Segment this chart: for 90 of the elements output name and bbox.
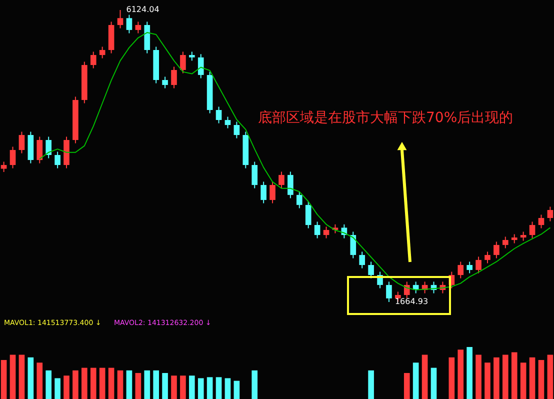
candlestick	[288, 171, 294, 199]
bar	[538, 360, 544, 399]
annotation: 底部区域是在股市大幅下跌70%后出现的	[258, 110, 514, 126]
bar	[458, 350, 464, 399]
bar	[368, 370, 374, 399]
candlestick	[90, 51, 96, 69]
annotation: 6124.04	[126, 5, 160, 14]
candlestick	[314, 221, 320, 239]
candlestick	[547, 206, 554, 222]
candlestick	[198, 54, 204, 79]
candlestick	[10, 146, 16, 169]
candlestick	[180, 51, 186, 74]
candlestick	[224, 116, 231, 129]
bar	[46, 370, 52, 399]
bar	[476, 354, 482, 399]
bar	[171, 376, 177, 399]
candlestick	[46, 136, 52, 159]
bar	[448, 357, 455, 399]
bar	[90, 368, 96, 399]
bar	[108, 368, 114, 399]
candlestick	[305, 201, 312, 229]
candlestick	[323, 226, 330, 239]
bar	[520, 362, 526, 399]
bar	[430, 368, 437, 399]
bar	[466, 347, 472, 399]
bar	[234, 380, 240, 399]
candlestick	[54, 151, 60, 169]
bar	[494, 357, 500, 399]
candlestick	[511, 234, 518, 244]
candlestick	[502, 236, 508, 249]
bar	[64, 376, 70, 399]
bar	[252, 370, 258, 399]
candlestick	[538, 214, 544, 229]
bar	[36, 362, 43, 399]
bar	[28, 357, 34, 399]
candlestick	[18, 131, 25, 154]
candlestick	[260, 181, 266, 204]
bar	[529, 357, 536, 399]
bar	[144, 370, 150, 399]
candlestick	[404, 281, 410, 299]
bar	[162, 373, 168, 399]
candlestick	[252, 161, 258, 189]
bar	[126, 370, 132, 399]
candlestick	[484, 251, 490, 264]
candlestick	[350, 231, 356, 259]
candlestick	[368, 261, 374, 279]
bar	[117, 370, 124, 399]
bar	[82, 368, 88, 399]
bar	[18, 354, 25, 399]
candlestick	[278, 171, 284, 189]
bar	[422, 354, 428, 399]
bar	[10, 354, 16, 399]
bar	[224, 378, 231, 399]
candlestick	[466, 261, 472, 274]
candlestick	[171, 66, 177, 89]
bar	[198, 378, 204, 399]
candlestick	[458, 261, 464, 279]
bar	[153, 370, 159, 399]
bar	[502, 354, 508, 399]
candlestick	[296, 191, 302, 209]
candlestick	[162, 76, 168, 89]
candlestick	[494, 241, 500, 259]
annotation: 1664.93	[394, 297, 428, 306]
candlestick	[117, 10, 124, 29]
bar	[135, 373, 142, 399]
bar	[180, 376, 186, 399]
candlestick	[270, 181, 276, 204]
candlestick	[386, 281, 392, 302]
bar	[99, 368, 106, 399]
bar	[216, 377, 222, 399]
bar	[54, 378, 60, 399]
candlestick	[234, 121, 240, 139]
candlestick	[135, 21, 142, 34]
candlestick	[99, 46, 106, 59]
candlestick	[36, 136, 43, 164]
bar	[188, 376, 195, 399]
bar	[547, 354, 554, 399]
bar	[484, 362, 490, 399]
candlestick	[520, 231, 526, 242]
bar	[404, 373, 410, 399]
bar	[0, 360, 7, 399]
candlestick	[126, 14, 132, 34]
candlestick	[359, 251, 366, 269]
candlestick	[216, 106, 222, 124]
bar	[72, 370, 78, 399]
bar	[206, 377, 213, 399]
bar	[511, 352, 518, 399]
candlestick	[529, 221, 536, 239]
candlestick	[476, 256, 482, 274]
bar	[412, 362, 419, 399]
